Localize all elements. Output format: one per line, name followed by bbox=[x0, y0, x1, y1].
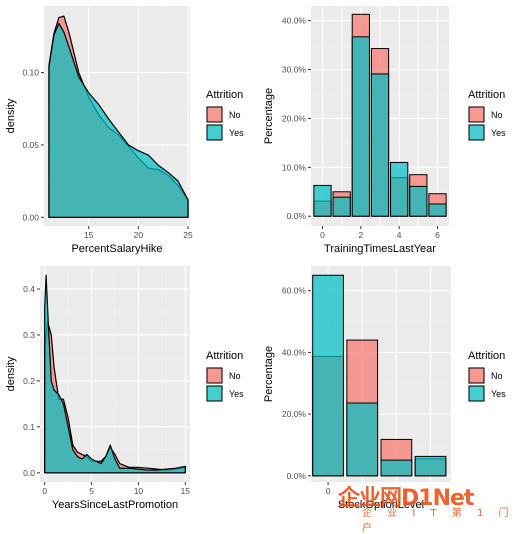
legend-label-no: No bbox=[229, 110, 241, 120]
y-axis-title: density bbox=[5, 356, 17, 391]
y-tick-label: 0.3 bbox=[23, 330, 35, 340]
legend-key-yes bbox=[206, 124, 223, 141]
bar-yes-1 bbox=[346, 402, 379, 477]
x-tick-label: 6 bbox=[435, 230, 440, 240]
x-tick-label: 10 bbox=[134, 486, 144, 496]
bar-yes-0 bbox=[312, 274, 344, 477]
bar-yes-6 bbox=[428, 203, 447, 217]
x-tick-label: 15 bbox=[181, 486, 191, 496]
y-tick-label: 30.0% bbox=[282, 65, 307, 75]
bar-yes-3 bbox=[370, 73, 390, 217]
y-tick-label: 40.0% bbox=[282, 16, 307, 26]
legend-title: Attrition bbox=[468, 350, 505, 362]
y-axis-title: density bbox=[5, 98, 17, 133]
bar-yes-5 bbox=[409, 185, 428, 217]
chart-grid: 15 20 250.000.050.10PercentSalaryHikedensi… bbox=[5, 6, 506, 511]
legend-key-yes bbox=[468, 124, 485, 141]
y-tick-label: 60.0% bbox=[282, 286, 307, 296]
bar-yes-2 bbox=[351, 36, 370, 217]
x-tick-label: 15 bbox=[84, 230, 94, 240]
x-tick-label: 0 bbox=[326, 486, 331, 496]
x-axis-title: PercentSalaryHike bbox=[71, 243, 162, 255]
watermark-logo: 企业网D1Net 企 业 I T 第 1 门 户 bbox=[338, 480, 519, 534]
x-axis-title: TrainingTimesLastYear bbox=[324, 243, 436, 255]
x-axis-title: StockOptionLevel bbox=[338, 499, 424, 511]
legend-key-no bbox=[468, 106, 485, 123]
y-tick-label: 20.0% bbox=[282, 113, 307, 123]
density-curve-yes bbox=[44, 274, 186, 474]
y-tick-label: 0.0% bbox=[287, 211, 307, 221]
y-tick-label: 0.0% bbox=[287, 471, 307, 481]
y-tick-label: 0.05 bbox=[22, 140, 39, 150]
y-tick-label: 10.0% bbox=[282, 162, 307, 172]
bar-yes-0 bbox=[313, 184, 332, 217]
bar-yes-3 bbox=[414, 455, 447, 477]
x-tick-label: 0 bbox=[42, 486, 47, 496]
x-tick-label: 0 bbox=[320, 230, 325, 240]
x-tick-label: 20 bbox=[134, 230, 144, 240]
chart-panel-1: 15 20 25 0.00 0.05 0.10 PercentSalaryHike densi… bbox=[5, 6, 244, 255]
legend-title: Attrition bbox=[206, 89, 243, 101]
y-tick-label: 20.0% bbox=[282, 409, 307, 419]
legend-label-yes: Yes bbox=[229, 389, 244, 399]
legend-title: Attrition bbox=[468, 89, 505, 101]
legend-title: Attrition bbox=[206, 350, 243, 362]
legend: Attrition No Yes bbox=[206, 350, 244, 402]
bar-yes-2 bbox=[380, 459, 413, 477]
legend-label-no: No bbox=[491, 110, 503, 120]
y-tick-label: 0.0 bbox=[23, 468, 35, 478]
legend-label-yes: Yes bbox=[491, 389, 506, 399]
watermark-subtitle: 企 业 I T 第 1 门 户 bbox=[362, 508, 515, 534]
legend-key-no bbox=[468, 367, 485, 384]
legend-label-no: No bbox=[229, 371, 241, 381]
legend-key-yes bbox=[468, 385, 485, 402]
x-tick-label: 4 bbox=[397, 230, 402, 240]
legend-key-no bbox=[206, 106, 223, 123]
legend-label-no: No bbox=[491, 371, 503, 381]
bar-yes-1 bbox=[332, 196, 351, 217]
y-tick-label: 40.0% bbox=[282, 347, 307, 357]
y-tick-label: 0.00 bbox=[22, 212, 39, 222]
y-axis-title: Percentage bbox=[263, 346, 275, 402]
x-tick-label: 25 bbox=[183, 230, 193, 240]
watermark-logo-text: 企业网D1Net bbox=[338, 486, 474, 511]
legend-label-yes: Yes bbox=[229, 128, 244, 138]
legend-key-yes bbox=[206, 385, 223, 402]
legend: Attrition No Yes bbox=[468, 350, 506, 402]
legend-key-no bbox=[206, 367, 223, 384]
y-axis-title: Percentage bbox=[263, 88, 275, 144]
x-tick-label: 5 bbox=[89, 486, 94, 496]
legend: Attrition No Yes bbox=[206, 89, 244, 141]
chart-panel-3: 0 5 10 15 0.0 0.1 0.2 0.3 0.4 YearsSinceLastPromo… bbox=[5, 266, 244, 511]
y-tick-label: 0.1 bbox=[23, 422, 35, 432]
density-curve-yes bbox=[48, 22, 189, 218]
y-tick-label: 0.4 bbox=[23, 284, 35, 294]
bar-yes-4 bbox=[390, 161, 409, 217]
x-tick-label: 2 bbox=[358, 230, 363, 240]
chart-panel-2: 0 2 4 6 0.0% 10.0% 20.0% 30.0% 40.0% TrainingTime… bbox=[263, 6, 506, 255]
y-tick-label: 0.10 bbox=[22, 68, 39, 78]
chart-panel-4: 0 0.0% 20.0% 40.0% 60.0% StockOptionLevel Perc… bbox=[263, 266, 506, 511]
y-tick-label: 0.2 bbox=[23, 376, 35, 386]
legend: Attrition No Yes bbox=[468, 89, 506, 141]
legend-label-yes: Yes bbox=[491, 128, 506, 138]
x-axis-title: YearsSinceLastPromotion bbox=[52, 499, 178, 511]
